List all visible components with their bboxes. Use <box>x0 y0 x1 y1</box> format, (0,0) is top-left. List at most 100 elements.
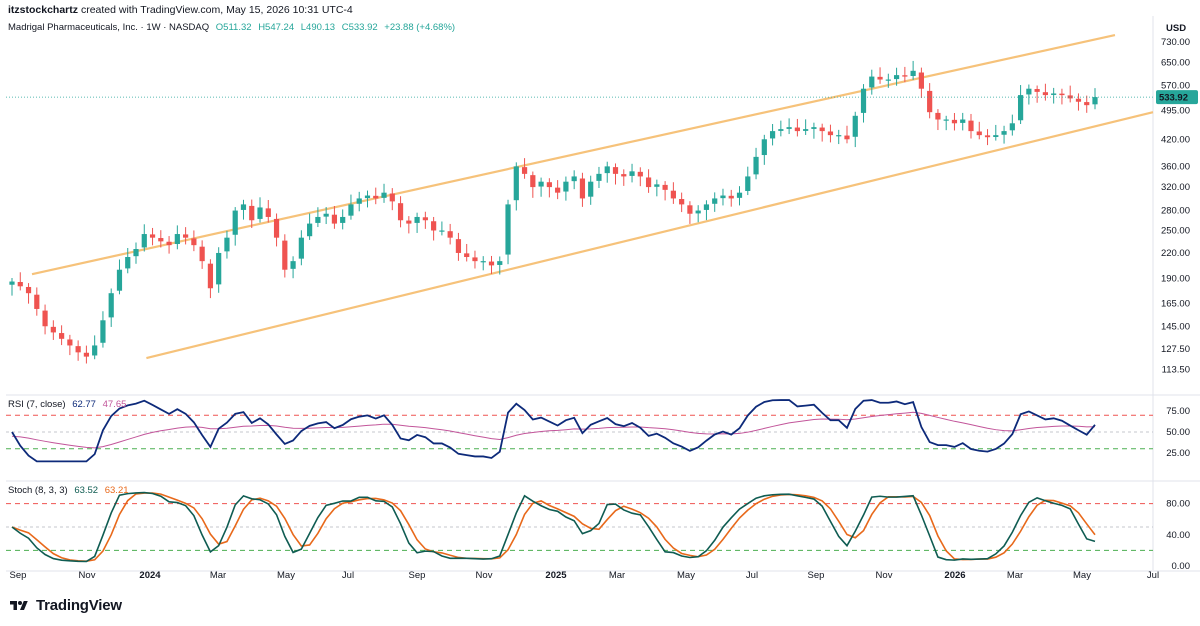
candle-body <box>910 70 916 76</box>
candle-body <box>59 333 65 339</box>
candle-body <box>331 214 338 224</box>
currency-label: USD <box>1166 23 1186 34</box>
candle-body <box>811 127 817 129</box>
candle-body <box>530 175 536 188</box>
rsi-tick-label: 50.00 <box>1166 427 1190 438</box>
candle-body <box>232 210 238 235</box>
stoch-legend: Stoch (8, 3, 3) 63.52 63.21 <box>8 485 133 496</box>
time-tick-label: May <box>277 570 295 581</box>
candle-body <box>769 131 776 139</box>
candle-body <box>869 76 875 88</box>
candle-body <box>621 174 627 177</box>
rsi-ma-value: 47.65 <box>102 399 127 410</box>
candle-body <box>679 199 685 205</box>
candle-body <box>918 72 924 89</box>
tradingview-logo-icon <box>10 600 28 610</box>
candle-body <box>108 293 114 318</box>
change-value: +23.88 (+4.68%) <box>384 22 456 33</box>
candle-body <box>100 320 106 343</box>
candle-body <box>563 181 569 192</box>
candle-body <box>852 115 858 137</box>
candle-body <box>604 166 610 174</box>
candle-body <box>827 131 834 136</box>
candle-body <box>340 216 346 223</box>
candle-body <box>373 195 379 199</box>
rsi-line <box>11 399 1096 463</box>
candle-body <box>191 238 197 246</box>
candle-body <box>216 252 222 285</box>
time-tick-label: 2026 <box>944 570 965 581</box>
time-tick-label: Mar <box>1007 570 1023 581</box>
time-tick-label: Jul <box>746 570 758 581</box>
candle-body <box>17 282 23 287</box>
candle-body <box>1034 89 1040 92</box>
time-tick-label: 2025 <box>545 570 567 581</box>
price-tick-label: 190.00 <box>1161 274 1190 285</box>
candle-body <box>323 213 329 217</box>
time-tick-label: May <box>1073 570 1091 581</box>
candle-body <box>571 176 577 182</box>
candle-body <box>1001 131 1007 135</box>
time-tick-label: Nov <box>476 570 493 581</box>
candle-body <box>637 171 643 177</box>
candle-body <box>687 205 693 214</box>
candle-body <box>447 231 453 238</box>
price-tick-label: 250.00 <box>1161 225 1190 236</box>
candle-body <box>927 90 933 113</box>
price-tick-label: 113.50 <box>1162 364 1190 375</box>
candle-body <box>282 240 288 270</box>
candle-body <box>968 120 974 132</box>
candle-body <box>75 346 81 353</box>
author-name: itzstockchartz <box>8 4 79 16</box>
candle-body <box>42 310 48 327</box>
candle-body <box>885 79 891 81</box>
rsi-legend: RSI (7, close) 62.77 47.65 <box>8 399 130 410</box>
candle-body <box>902 75 908 77</box>
candle-body <box>158 238 164 242</box>
time-tick-label: Sep <box>808 570 825 581</box>
candle-body <box>9 281 15 285</box>
candle-body <box>397 203 404 221</box>
candle-body <box>1026 88 1032 95</box>
candle-body <box>935 112 941 120</box>
candle-body <box>364 195 371 199</box>
channel-lower-line <box>146 111 1154 360</box>
candle-body <box>389 193 395 202</box>
time-tick-label: May <box>677 570 695 581</box>
candle-body <box>786 127 792 129</box>
candle-body <box>1067 95 1073 99</box>
candle-body <box>761 139 767 156</box>
time-tick-label: 2024 <box>139 570 161 581</box>
candle-body <box>431 221 437 231</box>
candle-body <box>92 345 98 356</box>
candle-body <box>1051 93 1057 95</box>
brand-name: TradingView <box>36 597 122 614</box>
candle-body <box>753 156 759 175</box>
price-tick-label: 495.00 <box>1161 105 1190 116</box>
candle-body <box>662 184 668 190</box>
candle-body <box>844 135 850 140</box>
candle-body <box>497 261 503 265</box>
candle-body <box>455 239 462 253</box>
time-tick-label: Sep <box>409 570 426 581</box>
candle-body <box>654 184 660 187</box>
candle-body <box>960 119 966 123</box>
candle-body <box>579 178 586 199</box>
stoch-k-line <box>11 491 1096 563</box>
candle-body <box>993 135 999 137</box>
candle-body <box>34 294 40 309</box>
time-tick-label: Mar <box>609 570 625 581</box>
candle-body <box>794 127 800 132</box>
rsi-tick-label: 25.00 <box>1166 448 1190 459</box>
candle-body <box>464 253 470 258</box>
channel-upper-line <box>31 33 1116 276</box>
candle-body <box>149 234 156 238</box>
candle-body <box>505 204 511 255</box>
candle-body <box>555 187 561 193</box>
candle-body <box>1042 92 1048 96</box>
candle-body <box>836 135 842 137</box>
rsi-ma-line <box>11 411 1096 449</box>
candle-body <box>712 198 718 204</box>
candle-body <box>298 237 304 259</box>
